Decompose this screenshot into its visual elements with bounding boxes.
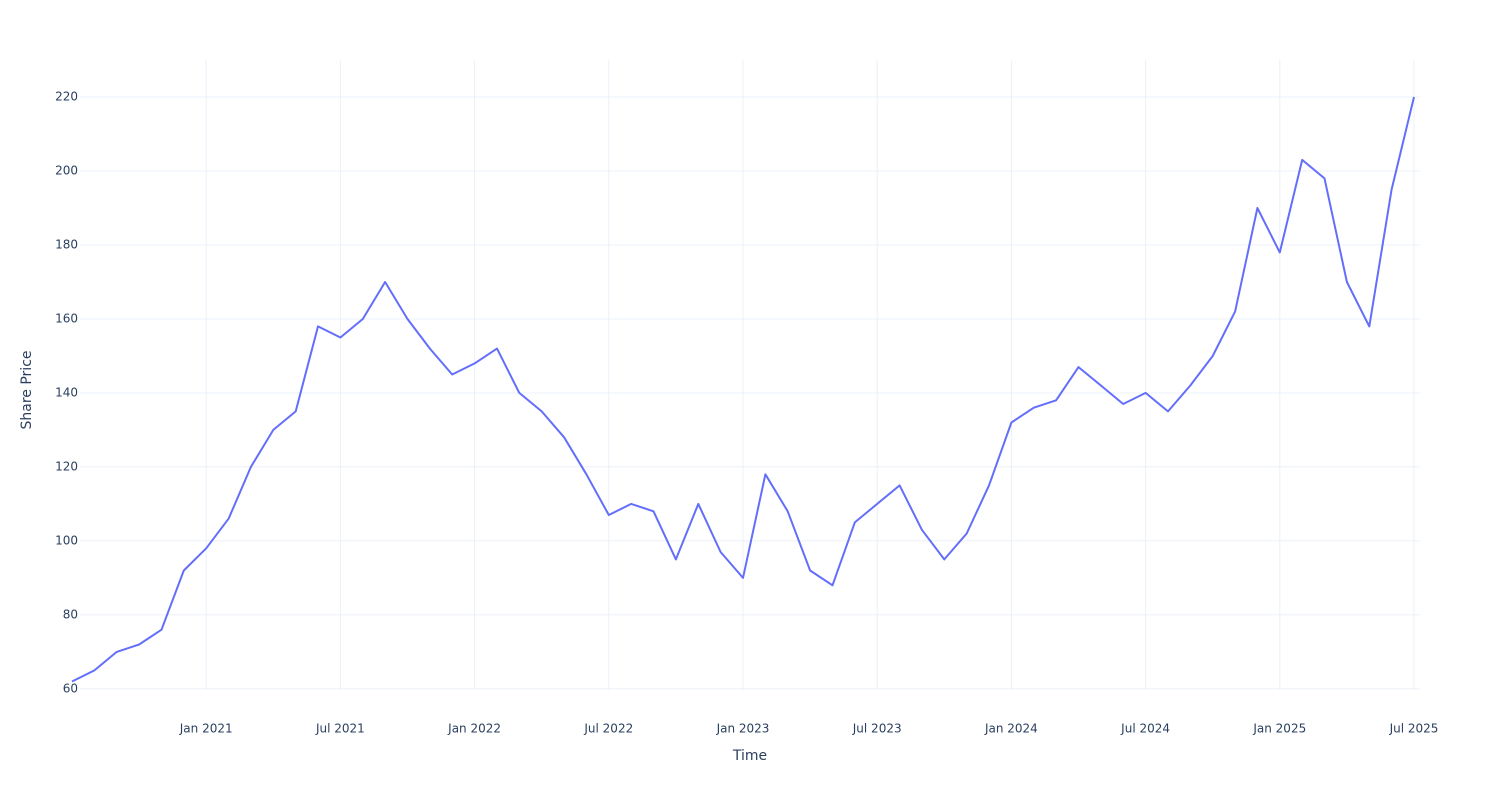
- y-tick-label: 80: [63, 607, 78, 621]
- y-tick-label: 100: [55, 533, 78, 547]
- y-tick-label: 200: [55, 163, 78, 177]
- y-axis-title: Share Price: [19, 350, 35, 429]
- x-tick-label: Jan 2023: [716, 722, 770, 736]
- y-tick-label: 140: [55, 385, 78, 399]
- x-tick-label: Jan 2025: [1252, 722, 1306, 736]
- y-tick-label: 160: [55, 311, 78, 325]
- y-tick-label: 120: [55, 459, 78, 473]
- price-line: [71, 96, 1415, 683]
- y-tick-label: 220: [55, 89, 78, 103]
- y-tick-label: 180: [55, 237, 78, 251]
- x-tick-label: Jul 2024: [1120, 722, 1170, 736]
- x-tick-label: Jul 2025: [1389, 722, 1439, 736]
- x-tick-label: Jul 2021: [315, 722, 365, 736]
- x-tick-label: Jul 2023: [852, 722, 902, 736]
- x-tick-label: Jan 2021: [179, 722, 233, 736]
- x-tick-label: Jul 2022: [583, 722, 633, 736]
- x-tick-label: Jan 2024: [984, 722, 1038, 736]
- x-axis-title: Time: [732, 748, 767, 764]
- x-tick-label: Jan 2022: [447, 722, 501, 736]
- y-tick-label: 60: [63, 681, 78, 695]
